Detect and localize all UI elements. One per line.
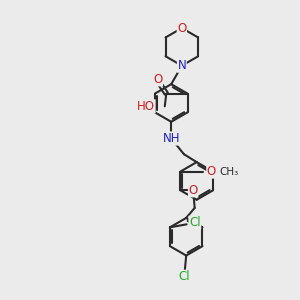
Text: N: N [178, 59, 186, 72]
Text: Cl: Cl [189, 216, 201, 229]
Text: O: O [207, 165, 216, 178]
Text: CH₃: CH₃ [219, 167, 238, 176]
Text: Cl: Cl [179, 270, 190, 283]
Text: HO: HO [137, 100, 155, 113]
Text: O: O [188, 184, 198, 197]
Text: NH: NH [163, 132, 180, 145]
Text: O: O [177, 22, 187, 34]
Text: O: O [153, 73, 162, 86]
